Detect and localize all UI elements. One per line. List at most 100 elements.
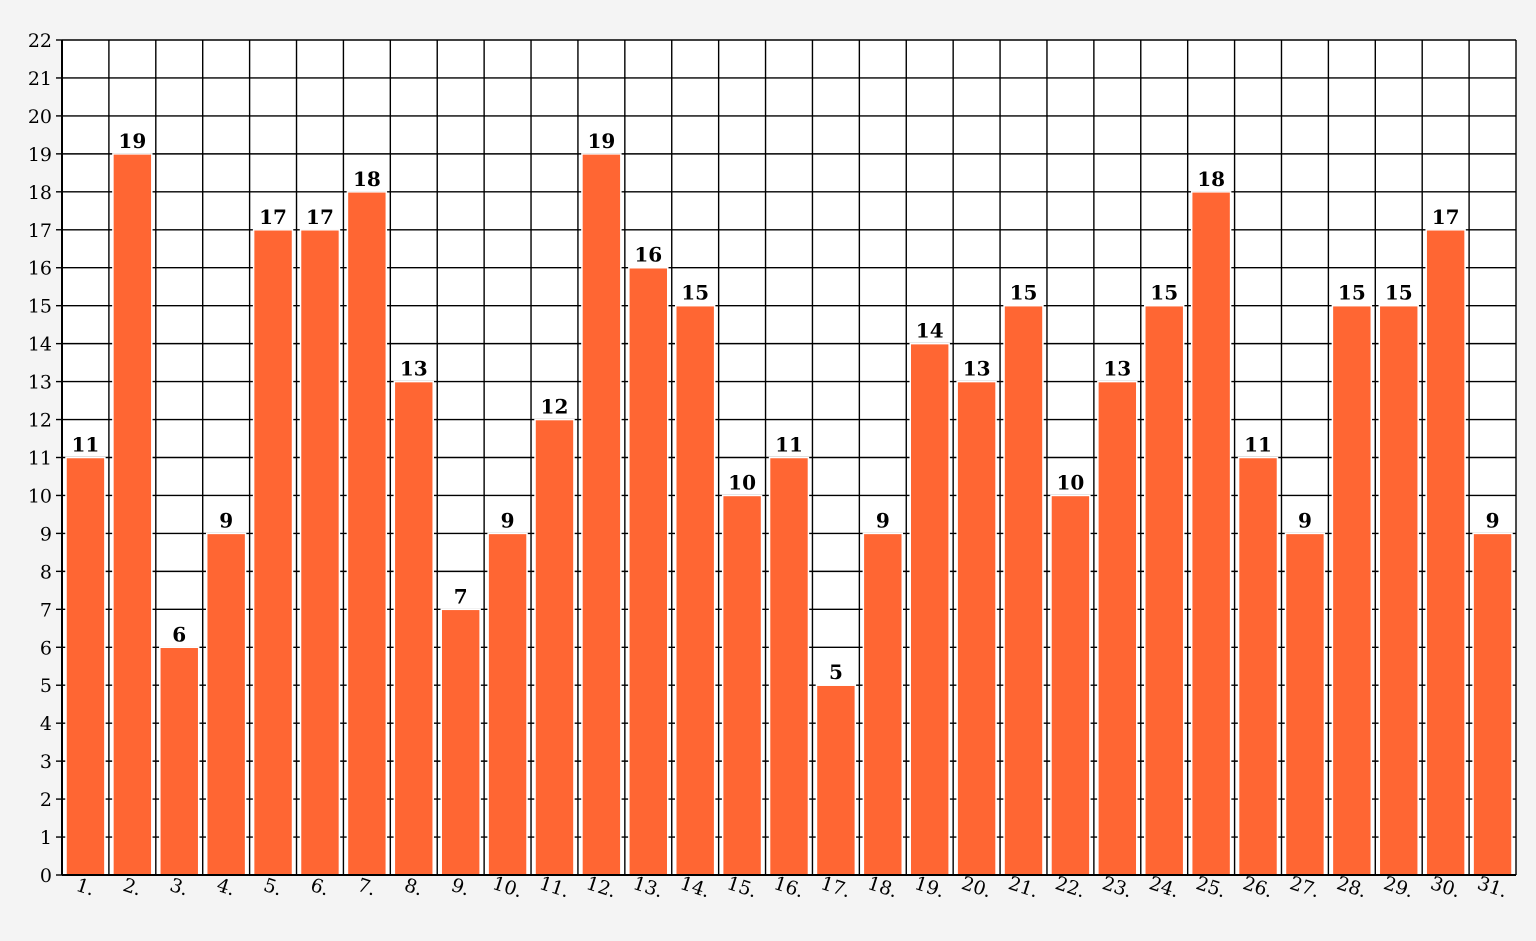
x-tick-label: 1. (73, 874, 97, 901)
data-label: 10 (728, 470, 756, 494)
y-tick-label: 13 (28, 372, 52, 394)
data-label: 11 (72, 433, 100, 457)
x-tick-label: 23. (1099, 872, 1135, 902)
x-tick-label: 7. (355, 874, 379, 901)
y-tick-label: 22 (28, 30, 52, 52)
bar (1237, 456, 1279, 876)
data-label: 15 (1385, 281, 1413, 305)
data-labels: 11 19 6 9 17 17 18 13 7 9 12 19 16 15 10 11 5 9 14 13 15 10 13… (72, 129, 1500, 684)
x-tick-label: 11. (537, 872, 573, 902)
x-tick-label: 19. (912, 872, 948, 902)
data-label: 13 (400, 357, 428, 381)
bar (909, 342, 950, 876)
bar (1190, 191, 1232, 876)
data-label: 14 (916, 319, 944, 343)
data-label: 19 (587, 129, 615, 153)
y-tick-label: 2 (40, 789, 52, 811)
x-tick-label: 13. (630, 872, 666, 902)
x-tick-label: 28. (1334, 872, 1370, 902)
y-tick-label: 12 (28, 410, 52, 432)
y-tick-label: 14 (28, 334, 52, 356)
data-label: 9 (501, 508, 515, 532)
bar (440, 608, 481, 876)
data-label: 11 (1244, 433, 1272, 457)
y-tick-label: 10 (28, 485, 52, 507)
bar (112, 153, 153, 876)
bar (1097, 380, 1138, 876)
bar (159, 646, 200, 876)
data-label: 16 (634, 243, 662, 267)
bar (1378, 304, 1419, 876)
x-axis-ticks: 1. 2. 3. 4. 5. 6. 7. 8. 9. 10. 11. 12. 13. 14. 15. 16. 1… (73, 872, 1510, 902)
data-label: 6 (172, 622, 186, 646)
y-tick-label: 8 (40, 561, 52, 583)
y-tick-label: 0 (40, 865, 52, 887)
data-label: 9 (219, 508, 233, 532)
data-label: 12 (541, 395, 569, 419)
x-tick-label: 22. (1053, 872, 1089, 902)
x-tick-label: 20. (959, 872, 995, 902)
x-tick-label: 29. (1381, 872, 1417, 902)
bar (299, 229, 341, 876)
y-tick-label: 21 (28, 68, 52, 90)
x-tick-label: 25. (1193, 872, 1229, 902)
x-tick-label: 10. (490, 872, 526, 902)
bars (65, 153, 1513, 876)
data-label: 17 (306, 205, 334, 229)
x-tick-label: 12. (583, 872, 619, 902)
x-tick-label: 27. (1287, 872, 1323, 902)
bar (956, 380, 997, 876)
x-tick-label: 31. (1475, 872, 1511, 902)
x-tick-label: 9. (449, 874, 473, 901)
y-tick-label: 5 (40, 675, 52, 697)
bar (674, 304, 716, 876)
y-tick-label: 11 (28, 448, 52, 470)
bar (65, 456, 106, 876)
y-tick-label: 17 (28, 220, 52, 242)
x-tick-label: 26. (1240, 872, 1276, 902)
y-tick-label: 6 (40, 637, 52, 659)
y-tick-label: 15 (28, 296, 52, 318)
y-tick-label: 1 (40, 827, 52, 849)
data-label: 18 (1197, 167, 1225, 191)
data-label: 15 (1150, 281, 1178, 305)
bar (1331, 304, 1373, 876)
y-tick-label: 18 (28, 182, 52, 204)
data-label: 15 (1338, 281, 1366, 305)
data-label: 10 (1056, 470, 1084, 494)
data-label: 5 (829, 660, 843, 684)
bar (768, 456, 810, 876)
data-label: 15 (1010, 281, 1038, 305)
bar (581, 153, 622, 876)
bar (534, 418, 575, 876)
data-label: 13 (963, 357, 991, 381)
x-tick-label: 3. (167, 874, 191, 901)
bar (862, 532, 904, 876)
data-label: 17 (1432, 205, 1460, 229)
data-label: 13 (1103, 357, 1131, 381)
x-tick-label: 17. (818, 872, 854, 902)
x-tick-label: 5. (261, 874, 285, 901)
y-tick-label: 7 (40, 599, 52, 621)
x-tick-label: 2. (120, 874, 144, 901)
x-tick-label: 30. (1428, 872, 1464, 902)
x-tick-label: 24. (1146, 872, 1182, 902)
y-tick-label: 4 (40, 713, 52, 735)
bar (346, 191, 388, 876)
x-tick-label: 6. (308, 874, 332, 901)
bar (487, 532, 528, 876)
data-label: 9 (1298, 508, 1312, 532)
x-tick-label: 15. (724, 872, 760, 902)
data-label: 17 (259, 205, 287, 229)
x-tick-label: 16. (771, 872, 807, 902)
data-label: 18 (353, 167, 381, 191)
data-label: 9 (876, 508, 890, 532)
bar (628, 266, 669, 876)
y-tick-label: 3 (40, 751, 52, 773)
bar (815, 684, 857, 876)
data-label: 11 (775, 433, 803, 457)
bar (721, 494, 763, 876)
x-tick-label: 14. (677, 872, 713, 902)
data-label: 7 (454, 584, 468, 608)
